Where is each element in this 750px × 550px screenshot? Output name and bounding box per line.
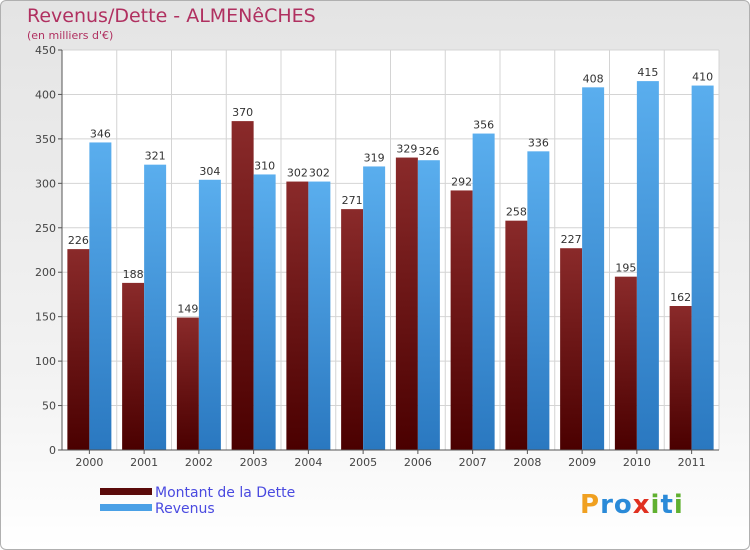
bar-debt [614, 276, 637, 450]
proxiti-logo: Proxiti [580, 490, 684, 520]
y-tick-label: 150 [35, 311, 56, 324]
data-label-debt: 271 [342, 194, 363, 207]
bar-revenue [308, 181, 331, 451]
logo-letter: P [580, 490, 601, 520]
bar-revenue [253, 174, 276, 450]
bar-debt [122, 282, 145, 450]
x-tick-label: 2002 [185, 456, 213, 469]
bar-revenue [527, 151, 550, 451]
bar-debt [560, 248, 583, 450]
bar-debt [505, 220, 528, 450]
bar-revenue [636, 81, 659, 450]
x-tick-label: 2001 [130, 456, 158, 469]
bar-revenue [417, 160, 440, 450]
x-tick-label: 2003 [240, 456, 268, 469]
y-tick-label: 0 [49, 444, 56, 457]
x-tick-label: 2006 [404, 456, 432, 469]
data-label-revenue: 336 [528, 136, 549, 149]
data-label-revenue: 302 [309, 167, 330, 180]
legend-swatch-revenue [100, 504, 152, 511]
data-label-revenue: 310 [254, 159, 275, 172]
y-tick-label: 250 [35, 222, 56, 235]
logo-letter: r [600, 490, 614, 520]
data-label-debt: 258 [506, 206, 527, 219]
data-label-revenue: 410 [692, 71, 713, 84]
bar-debt [67, 249, 90, 450]
legend-label-debt: Montant de la Dette [155, 485, 296, 501]
bar-debt [395, 157, 418, 451]
y-tick-label: 50 [42, 400, 56, 413]
bar-revenue [691, 85, 714, 451]
x-tick-label: 2004 [294, 456, 322, 469]
data-label-revenue: 408 [583, 72, 604, 85]
data-label-debt: 329 [396, 143, 417, 156]
bar-debt [669, 306, 692, 450]
y-tick-label: 300 [35, 177, 56, 190]
data-label-debt: 292 [451, 175, 472, 188]
bar-debt [286, 181, 309, 451]
y-tick-label: 350 [35, 133, 56, 146]
x-tick-label: 2000 [75, 456, 103, 469]
data-label-debt: 149 [177, 303, 198, 316]
bar-revenue [89, 142, 112, 450]
data-label-debt: 370 [232, 106, 253, 119]
chart-subtitle: (en milliers d'€) [27, 29, 114, 42]
data-label-revenue: 415 [637, 66, 658, 79]
data-label-revenue: 321 [145, 150, 166, 163]
logo-letter: o [613, 490, 633, 520]
logo-letter: i [650, 490, 661, 520]
y-tick-label: 100 [35, 355, 56, 368]
logo-letter: i [673, 490, 684, 520]
bar-revenue [363, 166, 386, 450]
legend-swatch-debt [100, 488, 152, 495]
x-tick-label: 2007 [459, 456, 487, 469]
y-tick-label: 400 [35, 88, 56, 101]
y-tick-label: 450 [35, 44, 56, 57]
x-tick-label: 2008 [513, 456, 541, 469]
x-tick-label: 2009 [568, 456, 596, 469]
data-label-revenue: 304 [199, 165, 220, 178]
logo-letter: x [632, 490, 651, 520]
data-label-revenue: 326 [418, 145, 439, 158]
bar-debt [231, 121, 254, 450]
data-label-debt: 188 [123, 268, 144, 281]
data-label-debt: 227 [561, 233, 582, 246]
bar-debt [176, 317, 199, 450]
chart-title: Revenus/Dette - ALMENêCHES [27, 5, 316, 27]
legend-label-revenue: Revenus [155, 501, 215, 517]
logo-letter: t [660, 490, 674, 520]
bar-debt [341, 209, 364, 450]
data-label-revenue: 319 [364, 151, 385, 164]
data-label-debt: 195 [615, 262, 636, 275]
y-tick-label: 200 [35, 266, 56, 279]
data-label-revenue: 346 [90, 127, 111, 140]
bar-revenue [198, 179, 221, 450]
x-tick-label: 2010 [623, 456, 651, 469]
data-label-revenue: 356 [473, 119, 494, 132]
data-label-debt: 162 [670, 291, 691, 304]
x-tick-label: 2011 [678, 456, 706, 469]
data-label-debt: 302 [287, 167, 308, 180]
bar-revenue [144, 164, 167, 450]
data-label-debt: 226 [68, 234, 89, 247]
bar-revenue [472, 133, 495, 451]
x-tick-label: 2005 [349, 456, 377, 469]
bar-debt [450, 190, 473, 450]
bar-revenue [582, 87, 605, 450]
